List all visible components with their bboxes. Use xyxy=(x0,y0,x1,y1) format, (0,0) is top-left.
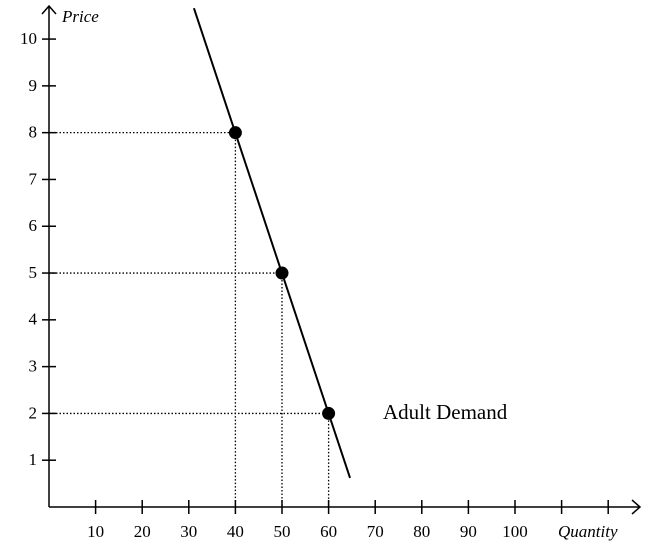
point xyxy=(228,126,242,140)
x-tick-label: 60 xyxy=(320,522,337,541)
point xyxy=(275,266,289,280)
y-axis xyxy=(41,4,57,507)
y-tick-label: 2 xyxy=(29,403,38,422)
y-tick-label: 6 xyxy=(29,216,38,235)
x-tick-label: 90 xyxy=(460,522,477,541)
x-tick-label: 30 xyxy=(180,522,197,541)
x-tick-label: 20 xyxy=(134,522,151,541)
y-tick-label: 8 xyxy=(29,123,38,142)
x-tick-label: 50 xyxy=(274,522,291,541)
x-tick-label: 10 xyxy=(87,522,104,541)
annotation: Adult Demand xyxy=(383,400,508,424)
y-tick-label: 1 xyxy=(29,450,38,469)
y-axis-label: Price xyxy=(61,7,99,26)
y-tick-label: 3 xyxy=(29,357,38,376)
y-tick-label: 10 xyxy=(20,29,37,48)
demand-line xyxy=(192,7,351,479)
x-tick-label: 40 xyxy=(227,522,244,541)
y-tick-label: 9 xyxy=(29,76,38,95)
x-tick-label: 70 xyxy=(367,522,384,541)
y-tick-label: 5 xyxy=(29,263,38,282)
y-tick-label: 7 xyxy=(29,169,38,188)
x-tick-label: 100 xyxy=(502,522,528,541)
x-axis-label: Quantity xyxy=(558,522,618,541)
point xyxy=(322,406,336,420)
y-tick-label: 4 xyxy=(29,310,38,329)
x-tick-label: 80 xyxy=(413,522,430,541)
x-axis xyxy=(49,499,642,515)
